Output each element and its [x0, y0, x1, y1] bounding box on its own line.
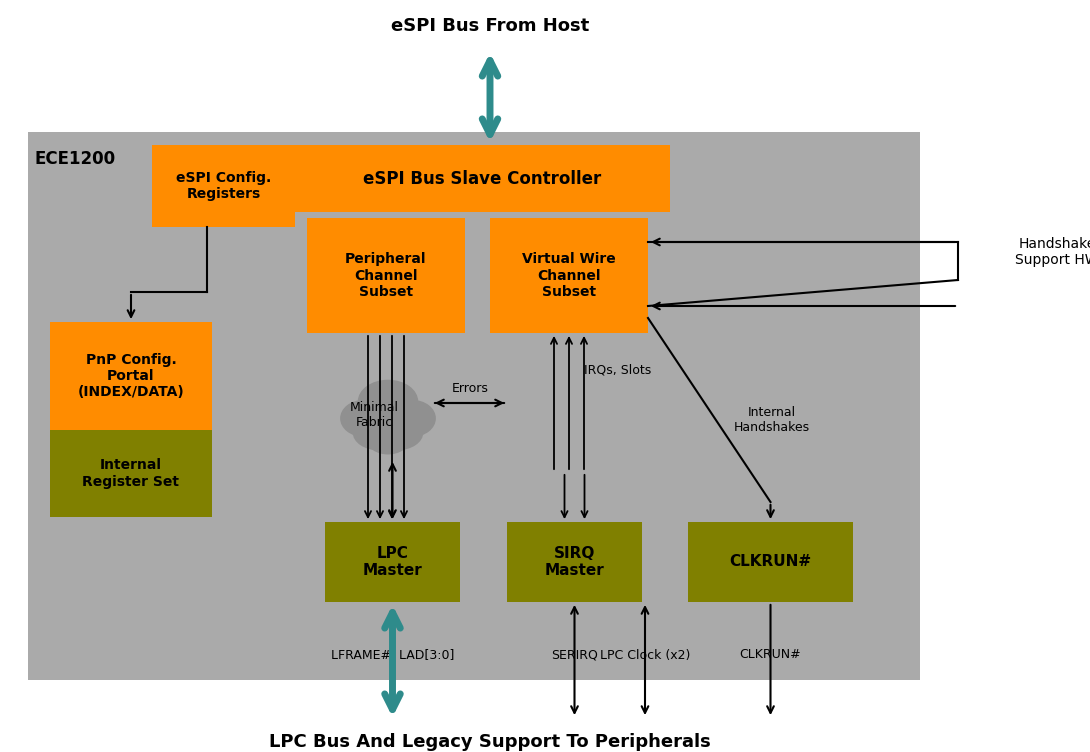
Bar — [152, 145, 295, 227]
Text: IRQs, Slots: IRQs, Slots — [584, 363, 652, 377]
Ellipse shape — [358, 380, 419, 423]
Text: LPC
Master: LPC Master — [363, 546, 423, 578]
Text: LPC Bus And Legacy Support To Peripherals: LPC Bus And Legacy Support To Peripheral… — [269, 733, 711, 751]
Bar — [507, 522, 642, 602]
Text: Handshake
Support HW: Handshake Support HW — [1015, 237, 1090, 267]
Text: LPC Clock (x2): LPC Clock (x2) — [600, 648, 690, 662]
Bar — [295, 145, 670, 212]
Text: SERIRQ: SERIRQ — [552, 648, 598, 662]
Ellipse shape — [353, 415, 404, 450]
Text: Peripheral
Channel
Subset: Peripheral Channel Subset — [346, 253, 427, 299]
Text: CLKRUN#: CLKRUN# — [729, 554, 812, 569]
Ellipse shape — [372, 415, 423, 450]
Text: eSPI Bus Slave Controller: eSPI Bus Slave Controller — [363, 169, 602, 187]
Bar — [307, 218, 465, 333]
Ellipse shape — [367, 426, 409, 454]
Bar — [50, 430, 211, 517]
Text: LFRAME#, LAD[3:0]: LFRAME#, LAD[3:0] — [330, 648, 455, 662]
Text: Virtual Wire
Channel
Subset: Virtual Wire Channel Subset — [522, 253, 616, 299]
Text: ECE1200: ECE1200 — [35, 150, 116, 168]
Text: PnP Config.
Portal
(INDEX/DATA): PnP Config. Portal (INDEX/DATA) — [77, 353, 184, 399]
Ellipse shape — [340, 400, 387, 437]
Text: Internal
Handshakes: Internal Handshakes — [734, 406, 810, 434]
Text: SIRQ
Master: SIRQ Master — [545, 546, 604, 578]
Text: eSPI Config.
Registers: eSPI Config. Registers — [175, 171, 271, 201]
Text: eSPI Bus From Host: eSPI Bus From Host — [391, 17, 589, 35]
Text: Internal
Register Set: Internal Register Set — [83, 459, 180, 489]
Bar — [325, 522, 460, 602]
Bar — [688, 522, 853, 602]
Ellipse shape — [389, 400, 436, 437]
Text: Errors: Errors — [451, 381, 488, 395]
Bar — [490, 218, 647, 333]
Bar — [50, 322, 211, 430]
Text: CLKRUN#: CLKRUN# — [740, 648, 801, 662]
Text: Minimal
Fabric: Minimal Fabric — [350, 401, 399, 429]
Bar — [28, 132, 920, 680]
